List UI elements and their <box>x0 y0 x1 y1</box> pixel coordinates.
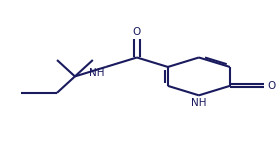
Text: O: O <box>133 27 141 37</box>
Text: O: O <box>267 81 275 91</box>
Text: NH: NH <box>89 68 105 78</box>
Text: NH: NH <box>191 98 207 108</box>
